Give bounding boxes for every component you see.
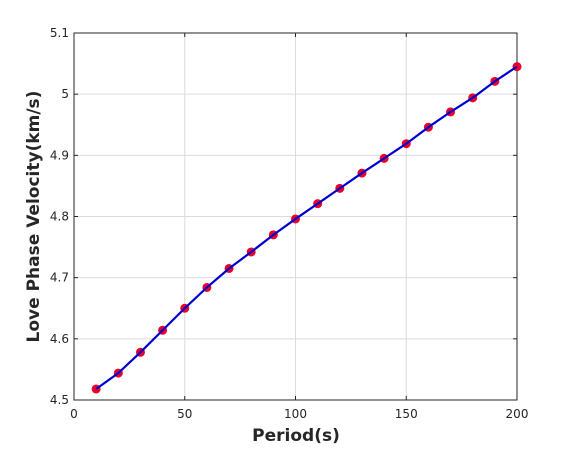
y-axis-title: Love Phase Velocity(km/s) <box>24 91 44 343</box>
series-line <box>95 65 518 390</box>
y-tick-label: 5 <box>61 87 69 101</box>
tick-labels: 0 50 100 150 200 4.5 4.6 4.7 4.8 4.9 5 5.1 <box>50 26 529 421</box>
y-tick-label: 4.5 <box>50 393 69 407</box>
y-tick-label: 4.6 <box>50 332 69 346</box>
x-tick-label: 0 <box>70 407 78 421</box>
series <box>91 62 522 394</box>
x-tick-label: 200 <box>506 407 529 421</box>
x-tick-label: 150 <box>395 407 418 421</box>
x-tick-label: 100 <box>284 407 307 421</box>
x-axis-title: Period(s) <box>252 426 340 446</box>
y-tick-label: 4.7 <box>50 271 69 285</box>
y-tick-label: 4.8 <box>50 210 69 224</box>
x-tick-label: 50 <box>177 407 192 421</box>
y-tick-label: 4.9 <box>50 148 69 162</box>
axes <box>73 32 518 401</box>
y-tick-label: 5.1 <box>50 26 69 40</box>
